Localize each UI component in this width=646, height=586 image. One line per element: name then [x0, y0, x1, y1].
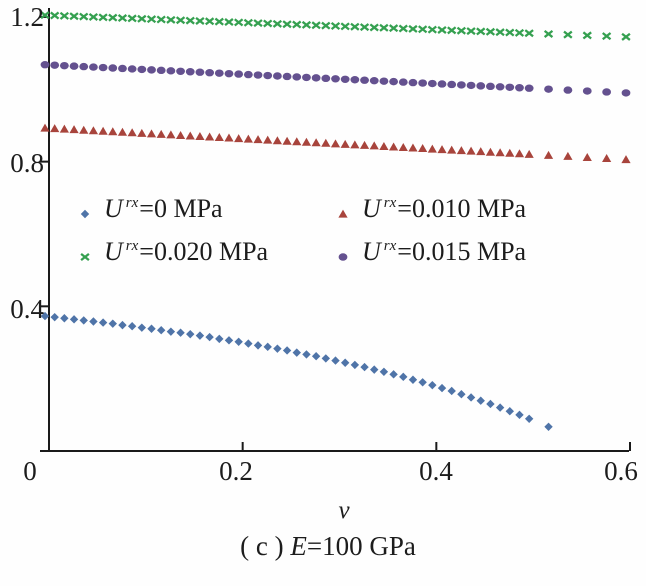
x-axis-tick-label: 0.2: [219, 456, 253, 486]
y-axis-tick-label: 1.2: [10, 2, 44, 32]
x-axis-tick-label: 0.4: [419, 456, 453, 486]
x-axis-tick-label: 0: [23, 456, 37, 486]
circle-marker-icon: [333, 243, 353, 261]
caption-rest: =100 GPa: [306, 531, 416, 561]
diamond-marker-icon: [75, 200, 95, 219]
caption-prefix: ( c ): [240, 531, 291, 561]
y-axis-tick-label: 0.4: [10, 294, 44, 324]
x-axis-tick-label: 0.6: [604, 456, 638, 486]
triangle-marker-icon: [333, 200, 353, 218]
x-axis-title: v: [338, 497, 350, 524]
x-marker-icon: [75, 243, 95, 262]
figure-caption: ( c ) E=100 GPa: [158, 531, 498, 562]
caption-e-symbol: E: [290, 531, 307, 561]
y-axis-tick-label: 0.8: [10, 148, 44, 178]
